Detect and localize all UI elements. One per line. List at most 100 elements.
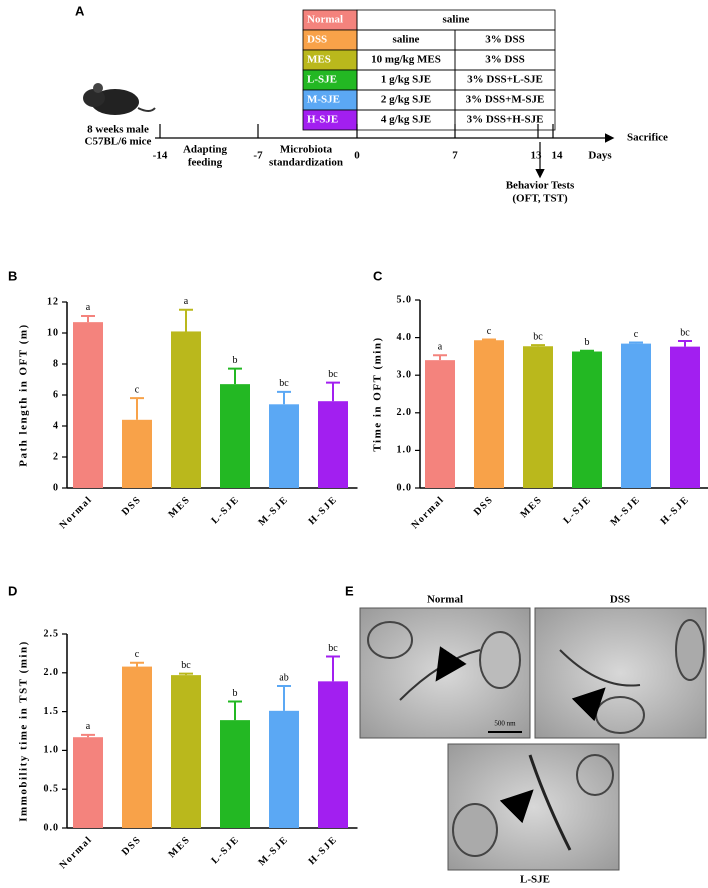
panel-label: D: [8, 583, 17, 598]
significance-letter: bc: [680, 327, 690, 338]
timeline-end: Sacrifice: [627, 132, 668, 144]
error-bar: [130, 397, 144, 420]
mouse-text: C57BL/6 mice: [85, 136, 152, 148]
y-tick-label: 0: [53, 482, 59, 493]
cell-text: 3% DSS+M-SJE: [466, 94, 545, 106]
error-bar: [81, 314, 95, 323]
bar: [269, 404, 299, 488]
cell-text: saline: [393, 34, 420, 46]
y-tick-label: 2.0: [397, 407, 413, 418]
mouse-icon: [83, 83, 156, 115]
group-label: M-SJE: [307, 94, 340, 106]
significance-letter: a: [184, 296, 189, 307]
significance-letter: c: [135, 384, 140, 395]
significance-letter: bc: [279, 378, 289, 389]
bar: [318, 681, 348, 828]
cell: [454, 109, 556, 131]
y-tick-label: 6: [53, 389, 59, 400]
error-bar: [81, 733, 95, 738]
test-label: (OFT, TST): [512, 193, 568, 205]
y-tick-label: 4: [53, 420, 59, 431]
bar: [122, 666, 152, 828]
significance-letter: bc: [328, 369, 338, 380]
y-tick-label: 2: [53, 451, 59, 462]
error-bar: [130, 661, 144, 667]
error-bar: [482, 338, 496, 341]
significance-letter: c: [634, 329, 639, 340]
y-tick-label: 2.5: [44, 628, 60, 639]
x-tick-label: L-SJE: [209, 834, 241, 866]
bar: [73, 737, 103, 828]
x-tick-label: L-SJE: [561, 494, 593, 526]
significance-letter: a: [86, 721, 91, 732]
phase-label: Adapting: [183, 144, 228, 156]
group-label: H-SJE: [307, 114, 338, 126]
bar: [122, 419, 152, 488]
error-bar: [678, 339, 692, 347]
cell-text: 2 g/kg SJE: [381, 94, 431, 106]
x-tick-label: Normal: [57, 494, 94, 531]
day-label: 7: [452, 150, 458, 162]
x-tick-label: DSS: [120, 494, 144, 518]
y-tick-label: 12: [47, 296, 59, 307]
y-axis-title: Immobility time in TST (min): [18, 640, 30, 822]
error-bar: [179, 672, 193, 676]
bar: [269, 710, 299, 828]
error-bar: [326, 381, 340, 402]
bar: [220, 384, 250, 488]
x-tick-label: M-SJE: [256, 494, 290, 528]
significance-letter: b: [233, 688, 238, 699]
day-label: -14: [153, 150, 168, 162]
day-label: 13: [531, 150, 543, 162]
group-label: MES: [307, 54, 331, 66]
bar: [73, 322, 103, 488]
cell-text: 3% DSS+H-SJE: [467, 114, 544, 126]
image-label: Normal: [427, 594, 463, 606]
cell-text: 3% DSS: [485, 54, 524, 66]
day-label: 14: [552, 150, 564, 162]
x-tick-label: MES: [166, 834, 192, 860]
y-axis-title: Path length in OFT (m): [18, 323, 30, 466]
error-bar: [277, 684, 291, 711]
x-tick-label: L-SJE: [209, 494, 241, 526]
error-bar: [326, 655, 340, 682]
micrograph-normal: [359, 607, 531, 739]
micrograph-dss: [534, 607, 707, 739]
cell-text: 4 g/kg SJE: [381, 114, 431, 126]
y-tick-label: 1.0: [397, 445, 413, 456]
significance-letter: c: [135, 649, 140, 660]
significance-letter: b: [585, 337, 590, 348]
phase-label: feeding: [188, 157, 223, 169]
significance-letter: ab: [279, 672, 288, 683]
x-tick-label: DSS: [120, 834, 144, 858]
y-tick-label: 2.0: [44, 667, 60, 678]
scale-label: 500 nm: [494, 720, 516, 728]
phase-label: standardization: [269, 157, 343, 169]
error-bar: [580, 349, 594, 352]
error-bar: [228, 700, 242, 721]
significance-letter: bc: [533, 331, 543, 342]
x-tick-label: Normal: [409, 494, 446, 531]
y-tick-label: 1.0: [44, 745, 60, 756]
significance-letter: c: [487, 326, 492, 337]
significance-letter: bc: [328, 643, 338, 654]
cell-text: 3% DSS+L-SJE: [467, 74, 543, 86]
y-tick-label: 8: [53, 358, 59, 369]
cell-text: 3% DSS: [485, 34, 524, 46]
x-tick-label: M-SJE: [256, 834, 290, 868]
x-tick-label: H-SJE: [659, 494, 692, 527]
error-bar: [179, 308, 193, 332]
panel-label: C: [373, 268, 383, 283]
group-label: Normal: [307, 14, 343, 26]
bar: [523, 346, 553, 488]
error-bar: [531, 344, 545, 347]
error-bar: [629, 341, 643, 344]
micrograph-lsje: [447, 743, 620, 871]
x-tick-label: H-SJE: [307, 834, 340, 867]
panel-label: B: [8, 268, 17, 283]
day-label: -7: [253, 150, 263, 162]
x-tick-label: DSS: [472, 494, 496, 518]
bar: [171, 331, 201, 488]
y-tick-label: 4.0: [397, 332, 413, 343]
